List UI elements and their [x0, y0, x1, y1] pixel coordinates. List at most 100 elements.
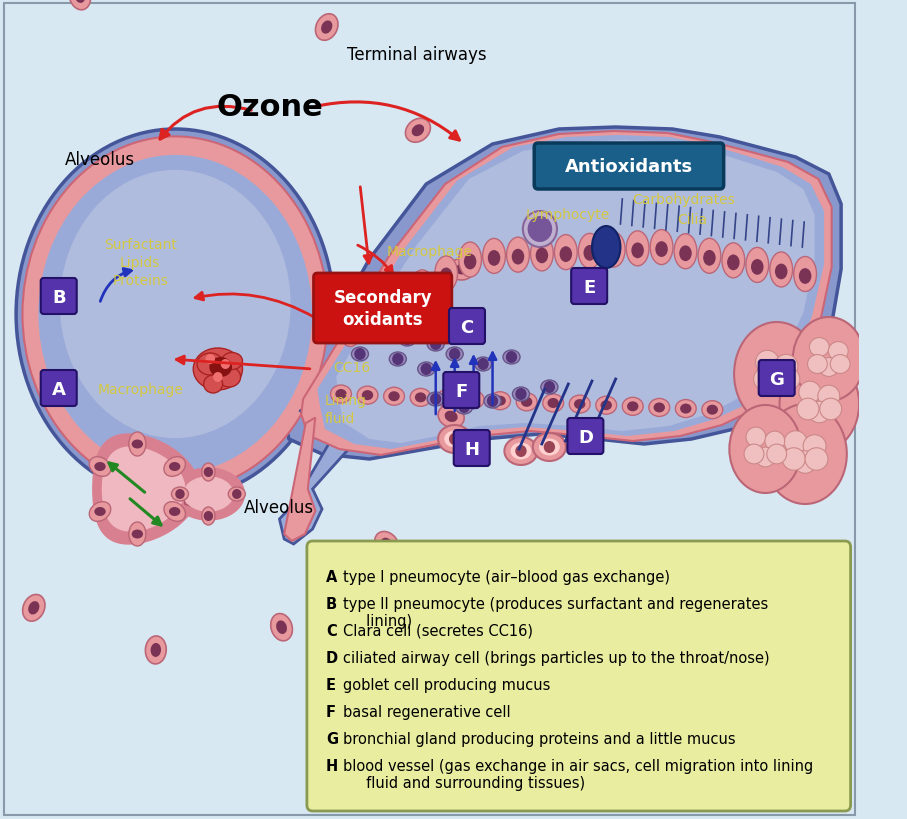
Ellipse shape — [600, 400, 612, 410]
Ellipse shape — [321, 21, 332, 34]
Circle shape — [430, 338, 442, 351]
Ellipse shape — [512, 250, 524, 265]
Ellipse shape — [434, 256, 457, 292]
FancyBboxPatch shape — [41, 370, 77, 406]
Ellipse shape — [446, 347, 463, 361]
Ellipse shape — [830, 355, 850, 374]
Ellipse shape — [363, 298, 385, 333]
Circle shape — [232, 490, 241, 500]
Circle shape — [421, 364, 432, 376]
Ellipse shape — [532, 433, 566, 461]
Ellipse shape — [807, 355, 827, 374]
Circle shape — [175, 490, 185, 500]
Polygon shape — [279, 410, 350, 545]
Text: G: G — [769, 370, 785, 388]
Ellipse shape — [449, 259, 475, 281]
Ellipse shape — [375, 292, 392, 307]
Ellipse shape — [602, 233, 625, 268]
Circle shape — [487, 396, 498, 408]
Ellipse shape — [622, 398, 643, 416]
Circle shape — [528, 217, 552, 242]
Text: CC16: CC16 — [334, 360, 371, 374]
Ellipse shape — [809, 338, 829, 357]
Ellipse shape — [229, 487, 245, 501]
Circle shape — [213, 373, 222, 382]
Text: B: B — [326, 596, 337, 611]
Circle shape — [392, 354, 404, 365]
Ellipse shape — [387, 284, 410, 319]
Ellipse shape — [405, 119, 431, 143]
Ellipse shape — [380, 283, 399, 299]
Ellipse shape — [316, 15, 338, 41]
Ellipse shape — [539, 439, 560, 456]
Circle shape — [543, 441, 555, 454]
Circle shape — [543, 382, 555, 393]
Ellipse shape — [785, 432, 807, 454]
Text: D: D — [578, 428, 593, 446]
Ellipse shape — [734, 323, 819, 427]
Ellipse shape — [38, 156, 312, 473]
Polygon shape — [301, 132, 832, 455]
Ellipse shape — [366, 310, 386, 328]
Circle shape — [449, 433, 461, 446]
Ellipse shape — [698, 239, 721, 274]
FancyBboxPatch shape — [314, 274, 452, 344]
Ellipse shape — [23, 138, 328, 492]
Polygon shape — [336, 141, 814, 443]
Ellipse shape — [60, 170, 290, 439]
Ellipse shape — [364, 297, 381, 312]
Ellipse shape — [375, 532, 399, 557]
Ellipse shape — [765, 432, 785, 451]
Ellipse shape — [775, 265, 787, 280]
Ellipse shape — [23, 595, 45, 622]
Text: Alveolus: Alveolus — [244, 499, 315, 516]
Ellipse shape — [361, 285, 406, 324]
Text: E: E — [326, 677, 336, 692]
Ellipse shape — [132, 440, 143, 449]
Circle shape — [522, 212, 557, 247]
FancyBboxPatch shape — [4, 4, 855, 815]
Ellipse shape — [596, 396, 617, 414]
Text: B: B — [52, 288, 65, 306]
Ellipse shape — [418, 363, 434, 377]
Ellipse shape — [385, 301, 408, 320]
Ellipse shape — [799, 269, 812, 284]
Ellipse shape — [201, 464, 215, 482]
Ellipse shape — [626, 232, 649, 266]
Ellipse shape — [145, 636, 166, 664]
Text: basal regenerative cell: basal regenerative cell — [343, 704, 511, 719]
Ellipse shape — [627, 402, 639, 412]
Ellipse shape — [129, 523, 146, 546]
Polygon shape — [102, 447, 185, 532]
Ellipse shape — [399, 333, 415, 346]
Text: H: H — [464, 441, 479, 459]
Ellipse shape — [171, 487, 189, 501]
Text: Terminal airways: Terminal airways — [347, 46, 486, 64]
Ellipse shape — [494, 396, 506, 406]
FancyBboxPatch shape — [534, 144, 724, 190]
FancyBboxPatch shape — [449, 309, 485, 345]
Circle shape — [355, 349, 366, 360]
Ellipse shape — [655, 242, 668, 258]
Ellipse shape — [455, 264, 469, 275]
Ellipse shape — [351, 347, 368, 361]
Ellipse shape — [793, 318, 864, 401]
Text: F: F — [455, 382, 467, 400]
Text: Antioxidants: Antioxidants — [565, 158, 693, 176]
Ellipse shape — [201, 508, 215, 525]
Ellipse shape — [345, 324, 356, 339]
Ellipse shape — [803, 435, 826, 458]
Ellipse shape — [776, 368, 800, 391]
Ellipse shape — [69, 0, 91, 11]
Circle shape — [515, 388, 527, 400]
Ellipse shape — [436, 390, 457, 408]
Ellipse shape — [444, 411, 458, 423]
Ellipse shape — [132, 530, 143, 539]
Ellipse shape — [503, 351, 520, 364]
Ellipse shape — [805, 448, 828, 471]
Ellipse shape — [674, 234, 697, 269]
Ellipse shape — [169, 463, 180, 472]
Ellipse shape — [360, 286, 385, 308]
Polygon shape — [795, 355, 832, 419]
Ellipse shape — [679, 246, 692, 262]
